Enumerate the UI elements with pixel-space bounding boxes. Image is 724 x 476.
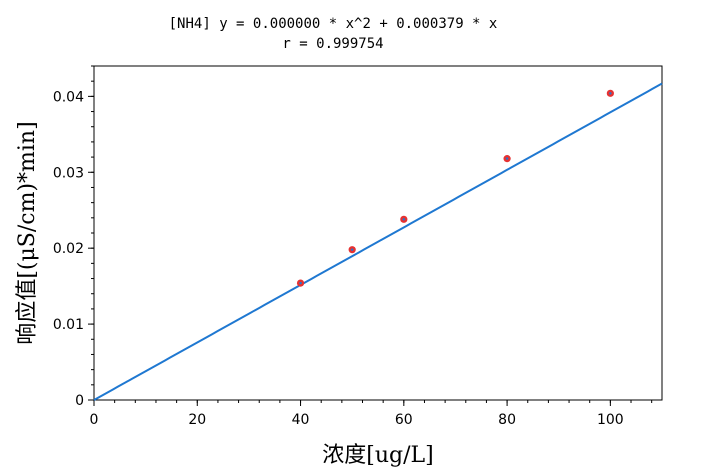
data-points-layer <box>296 89 614 287</box>
data-point-center <box>299 281 302 285</box>
x-axis: 0 20 40 60 80 100 <box>90 400 653 428</box>
x-tick-label: 20 <box>188 412 206 428</box>
fit-curve-layer <box>93 82 663 401</box>
fit-curve <box>93 82 663 401</box>
y-axis: 0 0.01 0.02 0.03 0.04 <box>53 65 94 409</box>
y-tick-label: 0.01 <box>53 317 84 333</box>
data-point <box>296 279 305 287</box>
data-point <box>503 155 511 163</box>
x-axis-label: 浓度[ug/L] <box>322 443 433 468</box>
chart-subtitle: r = 0.999754 <box>282 36 383 52</box>
x-tick-label: 40 <box>292 412 310 428</box>
data-point <box>348 246 356 254</box>
y-tick-label: 0.03 <box>53 165 84 181</box>
x-tick-label: 0 <box>90 412 99 428</box>
y-axis-label: 响应值[(μS/cm)*min] <box>15 121 40 344</box>
x-tick-label: 60 <box>395 412 413 428</box>
chart-title: [NH4] y = 0.000000 * x^2 + 0.000379 * x <box>169 16 498 32</box>
data-point-center <box>505 157 509 160</box>
data-point-center <box>609 92 612 95</box>
y-tick-label: 0.04 <box>53 89 84 105</box>
y-tick-label: 0 <box>75 393 84 409</box>
x-tick-label: 100 <box>597 412 624 428</box>
data-point <box>400 215 408 223</box>
plot-frame <box>93 65 663 401</box>
data-point <box>606 89 614 97</box>
data-point-center <box>350 248 354 251</box>
x-tick-label: 80 <box>498 412 516 428</box>
y-tick-label: 0.02 <box>53 241 84 257</box>
data-point-center <box>402 218 406 221</box>
